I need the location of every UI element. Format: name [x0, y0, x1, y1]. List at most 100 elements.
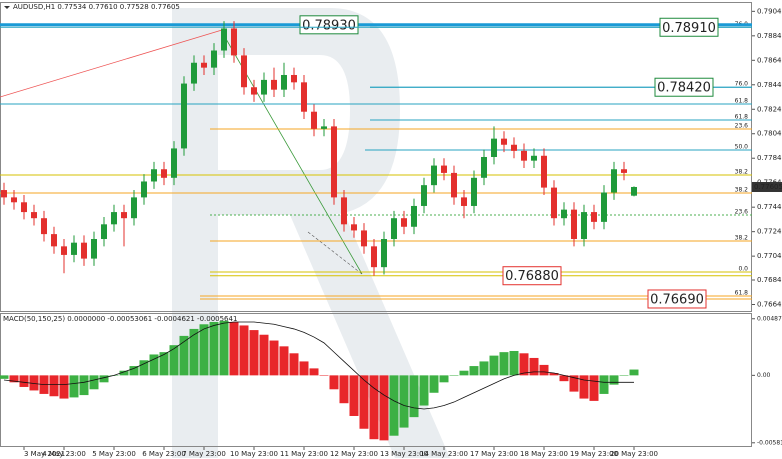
- candle-body: [591, 212, 597, 222]
- macd-bar: [539, 364, 549, 376]
- candle-body: [311, 111, 317, 129]
- candle-body: [551, 187, 557, 219]
- macd-bar: [529, 357, 539, 376]
- candle-body: [451, 172, 457, 198]
- macd-bar: [429, 375, 439, 393]
- candle-body: [31, 212, 37, 219]
- x-tick-label: 18 May 23:00: [520, 450, 568, 458]
- macd-bar: [9, 375, 19, 383]
- x-tick-label: 20 May 23:00: [610, 450, 658, 458]
- macd-bar: [69, 375, 79, 398]
- macd-bar: [89, 375, 99, 390]
- candle-body: [391, 218, 397, 240]
- price-box-label: 0.78930: [302, 18, 356, 33]
- candle-body: [61, 246, 67, 255]
- candle-body: [181, 83, 187, 149]
- candle-body: [461, 197, 467, 206]
- candle-body: [361, 230, 367, 247]
- macd-info: MACD(50,150,25) 0.0000000 -0.00053061 -0…: [3, 315, 237, 323]
- candle-body: [571, 209, 577, 240]
- candle-body: [11, 197, 17, 203]
- y-tick-label: 0.76645: [757, 300, 782, 308]
- candle-body: [171, 148, 177, 178]
- fib-label: 61.8: [735, 98, 749, 105]
- macd-bar: [319, 375, 329, 376]
- macd-bar: [99, 375, 109, 383]
- macd-bar: [249, 330, 259, 376]
- macd-line: [3, 321, 634, 410]
- candle-body: [231, 28, 237, 56]
- macd-bar: [289, 353, 299, 376]
- price-box: [299, 15, 359, 35]
- macd-bar: [19, 375, 29, 387]
- macd-bar: [179, 335, 189, 376]
- macd-bar: [499, 352, 509, 376]
- candle-body: [511, 144, 517, 151]
- y-tick-label: -0.0058101: [757, 439, 782, 446]
- candle-body: [481, 157, 487, 178]
- candle-body: [261, 79, 267, 95]
- fib-label: 0.0: [738, 266, 748, 273]
- x-tick-label: 11 May 23:00: [280, 450, 328, 458]
- macd-bar: [379, 375, 389, 441]
- last-price-tag: [752, 181, 782, 192]
- trend-line: [307, 231, 363, 275]
- main-frame: [0, 2, 752, 312]
- candle-body: [561, 209, 567, 219]
- macd-bar: [239, 325, 249, 376]
- y-tick-label: 0.00: [757, 372, 771, 379]
- price-box: [502, 266, 562, 286]
- macd-bar: [599, 375, 609, 394]
- price-box-label: 0.76690: [650, 292, 704, 307]
- candle-body: [291, 74, 297, 83]
- macd-bar: [469, 366, 479, 376]
- candle-body: [251, 87, 257, 95]
- fib-label: 38.2: [735, 186, 749, 193]
- fib-label: 23.6: [735, 122, 749, 129]
- macd-bar: [189, 328, 199, 376]
- y-tick-label: 0.76845: [757, 276, 782, 284]
- macd-bar: [149, 354, 159, 376]
- macd-bar: [309, 368, 319, 376]
- candle-body: [241, 55, 247, 88]
- x-tick-label: 5 May 23:00: [92, 450, 136, 458]
- candle-body: [601, 192, 607, 222]
- price-box: [647, 289, 707, 309]
- macd-bar: [279, 346, 289, 376]
- candle-body: [131, 197, 137, 219]
- fib-label: 61.8: [735, 290, 749, 297]
- macd-bar: [29, 375, 39, 391]
- macd-bar: [579, 375, 589, 399]
- macd-bar: [479, 361, 489, 376]
- fib-label: 61.8: [735, 114, 749, 121]
- x-tick-label: 6 May 23:00: [142, 450, 186, 458]
- candle-body: [501, 138, 507, 145]
- macd-bar: [549, 373, 559, 376]
- x-tick-label: 4 May 23:00: [42, 450, 86, 458]
- candle-body: [421, 185, 427, 206]
- macd-bar: [339, 375, 349, 404]
- candle-body: [71, 242, 77, 255]
- candle-body: [151, 169, 157, 182]
- x-tick-label: 19 May 23:00: [570, 450, 618, 458]
- candle-body: [431, 165, 437, 186]
- candle-body: [281, 74, 287, 90]
- candle-body: [191, 62, 197, 84]
- candle-body: [621, 169, 627, 173]
- candle-body: [51, 234, 57, 247]
- macd-bar: [59, 375, 69, 399]
- macd-bar: [139, 360, 149, 376]
- x-tick-label: 17 May 23:00: [470, 450, 518, 458]
- y-tick-label: 0.0048761: [757, 315, 782, 322]
- x-tick-label: 12 May 23:00: [330, 450, 378, 458]
- price-box-label: 0.76880: [505, 269, 559, 284]
